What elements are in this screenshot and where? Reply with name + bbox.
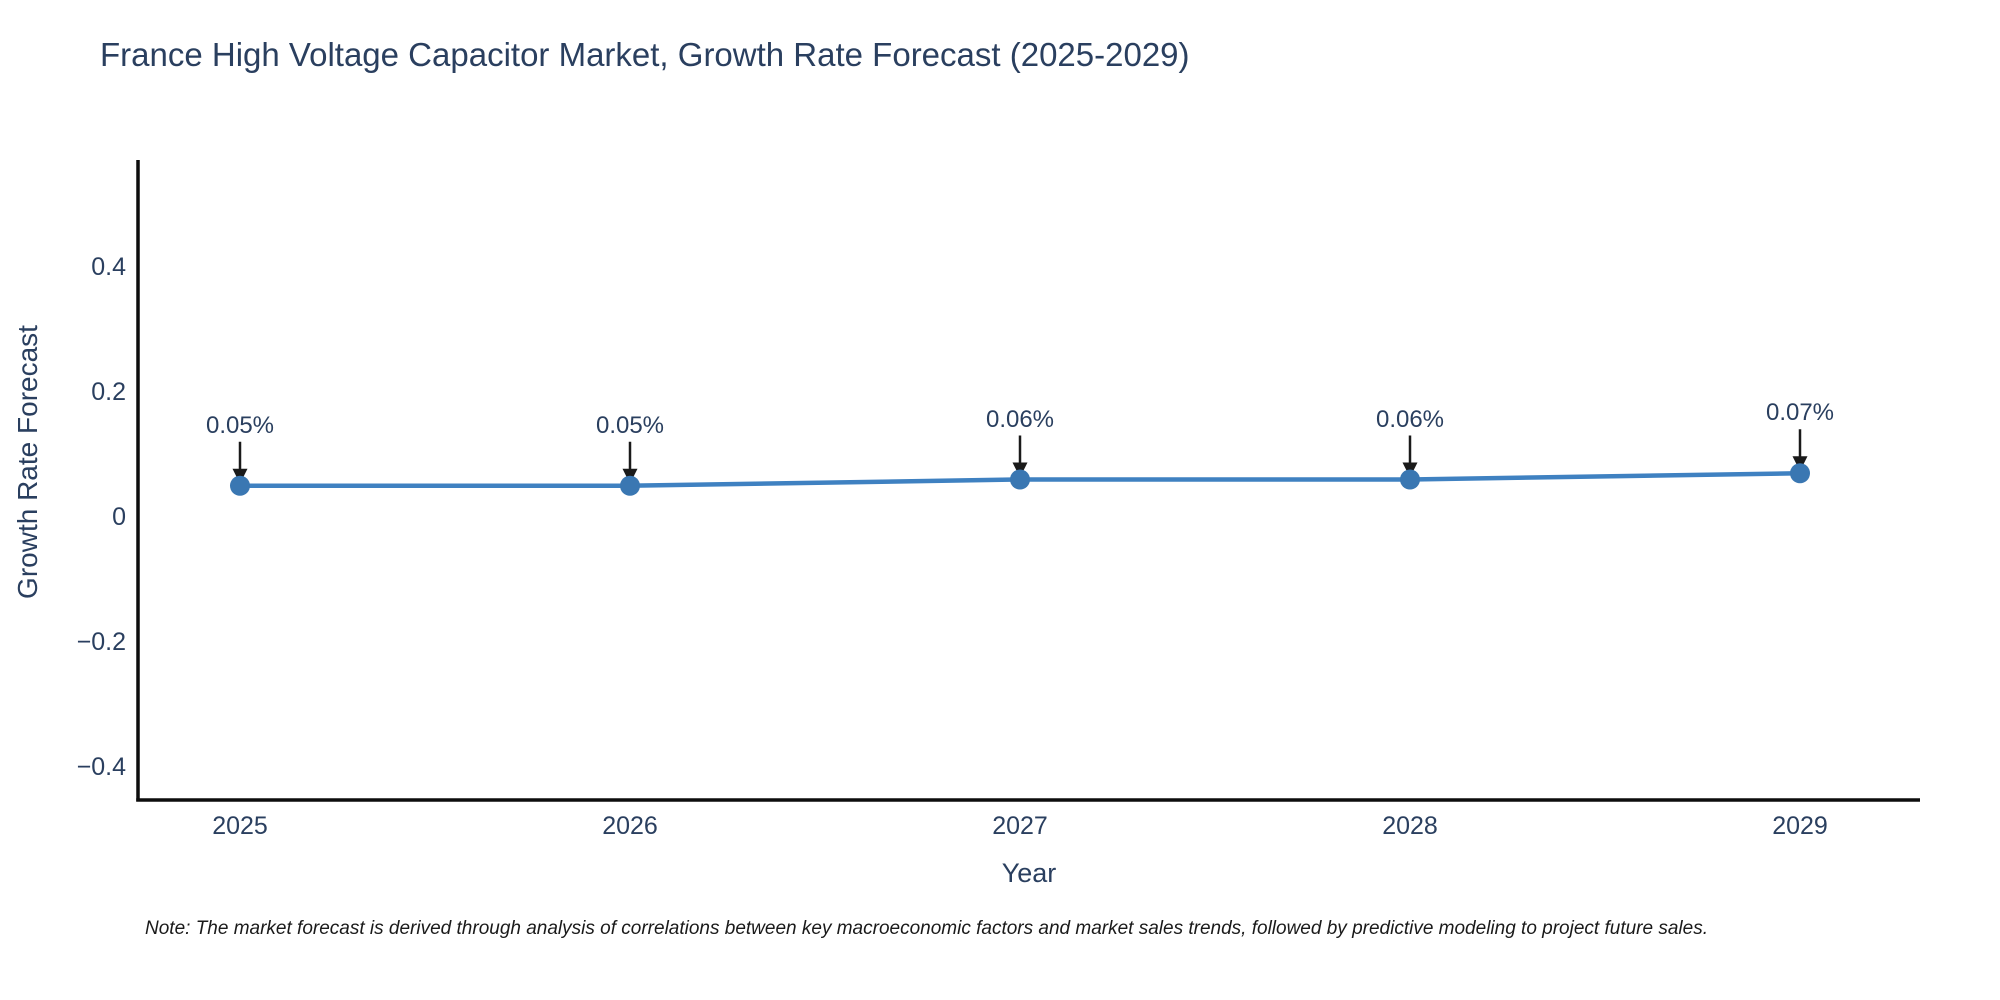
y-tick-label: 0.2 [91, 378, 126, 406]
data-point-marker[interactable] [620, 475, 640, 496]
data-point-marker[interactable] [1010, 469, 1030, 490]
y-tick-label: −0.4 [76, 753, 126, 781]
data-point-marker[interactable] [230, 475, 250, 496]
data-point-label: 0.07% [1765, 399, 1835, 427]
data-point-label: 0.05% [595, 411, 665, 439]
data-point-marker[interactable] [1790, 463, 1810, 484]
x-tick-label: 2028 [1382, 812, 1438, 840]
chart-title: France High Voltage Capacitor Market, Gr… [100, 36, 1190, 73]
data-point-label: 0.06% [985, 405, 1055, 433]
x-axis-title: Year [1001, 858, 1057, 888]
y-tick-label: −0.2 [76, 628, 126, 656]
footnote: Note: The market forecast is derived thr… [145, 918, 1708, 939]
data-point-marker[interactable] [1400, 469, 1420, 490]
y-tick-label: 0.4 [91, 253, 126, 281]
y-tick-label: 0 [112, 503, 126, 531]
x-tick-label: 2029 [1772, 812, 1828, 840]
data-point-label: 0.06% [1375, 405, 1445, 433]
x-tick-label: 2026 [602, 812, 658, 840]
x-tick-label: 2025 [212, 812, 268, 840]
x-tick-label: 2027 [992, 812, 1048, 840]
data-point-label: 0.05% [205, 411, 275, 439]
